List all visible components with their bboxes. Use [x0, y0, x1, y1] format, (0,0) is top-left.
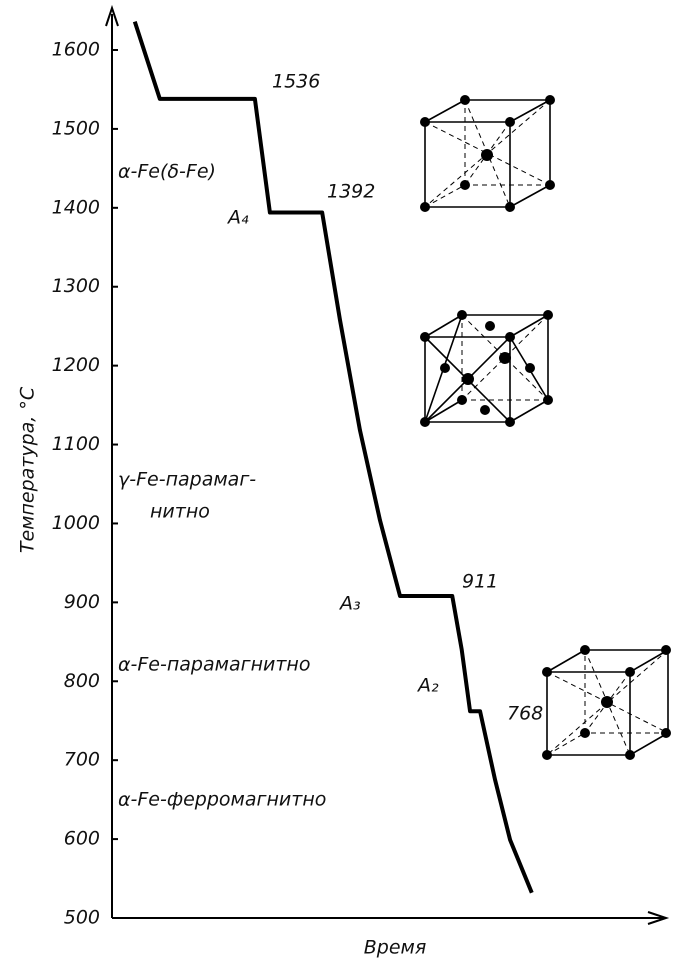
annotation: 911 — [462, 571, 498, 593]
annotation: A₂ — [416, 675, 439, 697]
y-tick-label: 1200 — [52, 354, 100, 376]
annotation: α-Fe-ферромагнитно — [118, 789, 326, 811]
y-tick-label: 800 — [64, 670, 100, 692]
y-tick-label: 1300 — [52, 275, 100, 297]
x-axis-label: Время — [364, 937, 427, 959]
y-tick-label: 700 — [64, 749, 100, 771]
annotation: A₄ — [226, 207, 249, 229]
page: {"chart_data": {"type": "line", "y_label… — [0, 0, 673, 967]
annotation: α-Fe-парамагнитно — [118, 654, 310, 676]
y-tick-label: 1600 — [52, 39, 100, 61]
y-tick-label: 900 — [64, 591, 100, 613]
fcc-cube — [420, 310, 553, 427]
y-tick-label: 1100 — [52, 433, 100, 455]
y-axis-label: Температура, °С — [17, 386, 39, 553]
bcc-cube — [542, 645, 671, 760]
annotation: α-Fe(δ-Fe) — [118, 161, 216, 183]
cooling-curve — [135, 22, 532, 893]
chart: Температура, °С Время — [0, 0, 673, 967]
annotation: 1392 — [327, 181, 375, 203]
annotation: нитно — [150, 501, 210, 523]
annotation: 1536 — [272, 71, 320, 93]
bcc-cube — [420, 95, 555, 212]
y-tick-label: 500 — [64, 907, 100, 929]
y-tick-label: 1400 — [52, 196, 100, 218]
annotation: A₃ — [338, 593, 361, 615]
y-tick-label: 1500 — [52, 117, 100, 139]
y-tick-label: 600 — [64, 828, 100, 850]
annotation: 768 — [507, 703, 543, 725]
y-tick-label: 1000 — [52, 512, 100, 534]
annotation: γ-Fe-парамаг- — [118, 469, 256, 491]
